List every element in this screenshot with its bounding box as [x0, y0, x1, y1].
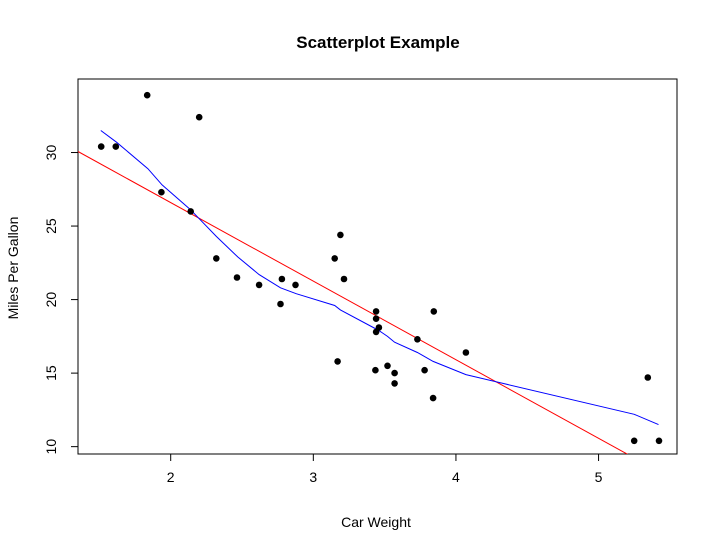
data-point: [97, 143, 105, 150]
x-tick-label: 3: [309, 469, 317, 485]
data-point: [429, 394, 437, 402]
data-point: [372, 315, 380, 323]
y-tick-label: 25: [43, 218, 59, 234]
data-point: [375, 324, 383, 331]
plot-frame: [77, 78, 678, 455]
data-point: [414, 336, 421, 343]
data-point: [630, 437, 638, 445]
data-point: [337, 231, 344, 239]
y-tick-label: 30: [43, 145, 59, 161]
data-point: [391, 380, 398, 387]
data-point: [340, 275, 348, 283]
data-point: [213, 255, 220, 262]
data-point: [158, 188, 165, 196]
data-point: [334, 358, 341, 365]
data-point: [112, 143, 120, 150]
x-axis-label: Car Weight: [341, 514, 411, 530]
y-axis: 10 15 20 25 30: [43, 145, 79, 455]
data-point: [372, 366, 379, 374]
data-point: [372, 308, 380, 315]
data-point: [278, 275, 286, 283]
x-tick-label: 4: [452, 469, 460, 485]
data-point: [195, 113, 203, 121]
fit-lines: [78, 130, 659, 454]
data-point: [384, 362, 391, 370]
data-point: [233, 274, 241, 281]
data-point: [255, 281, 263, 289]
y-axis-label: Miles Per Gallon: [5, 217, 21, 320]
y-tick-label: 15: [43, 365, 59, 381]
y-tick-label: 10: [43, 439, 59, 455]
data-point: [421, 366, 428, 374]
data-point: [331, 255, 339, 262]
data-point: [644, 374, 652, 381]
data-point: [655, 437, 663, 445]
x-tick-label: 2: [167, 469, 175, 485]
data-point: [143, 91, 151, 99]
lowess-fit-line: [100, 130, 659, 426]
data-point: [462, 349, 470, 356]
x-tick-label: 5: [595, 469, 603, 485]
data-point: [391, 369, 398, 377]
y-tick-label: 20: [43, 292, 59, 308]
data-point: [187, 208, 194, 215]
data-point: [277, 300, 284, 308]
x-axis: 2 3 4 5: [167, 453, 603, 485]
data-points: [97, 91, 663, 445]
data-point: [292, 281, 299, 289]
data-point: [430, 308, 438, 315]
chart-title: Scatterplot Example: [296, 33, 459, 52]
